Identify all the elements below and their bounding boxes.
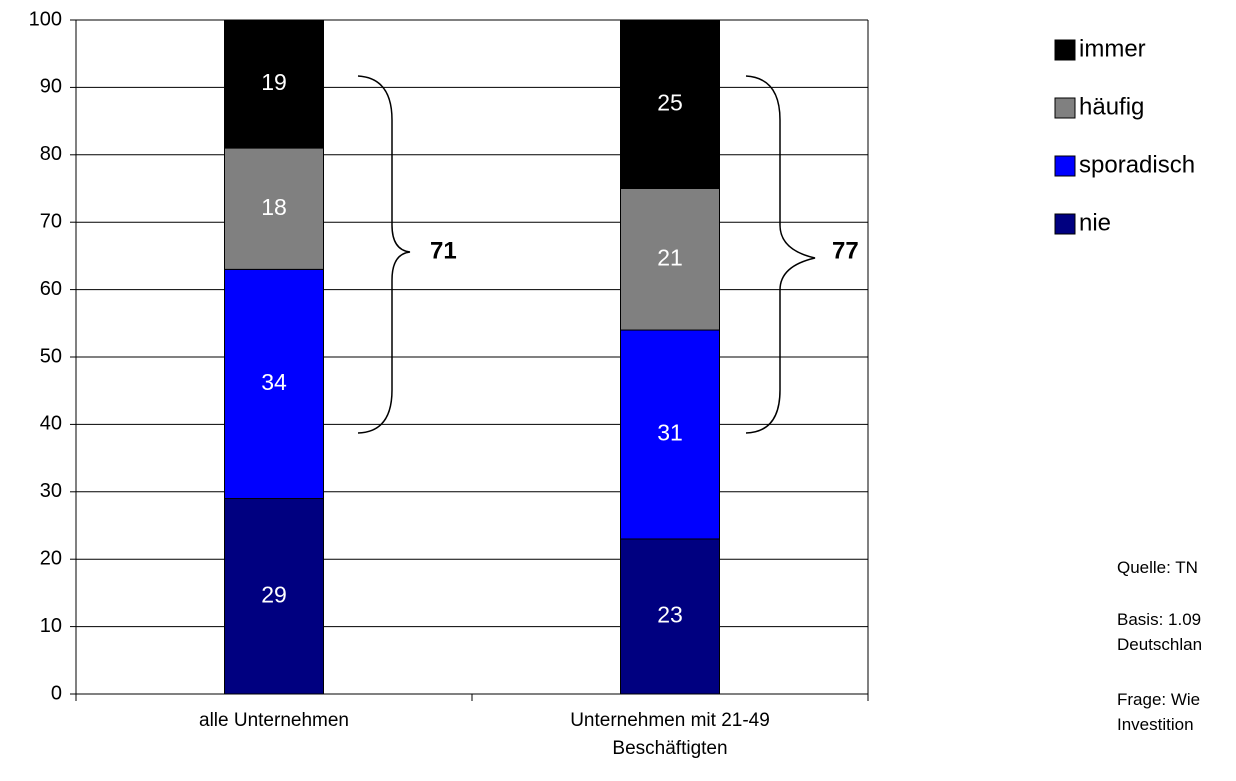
brace-label: 71 bbox=[430, 237, 457, 264]
bar-segment bbox=[620, 188, 720, 331]
legend-label: immer bbox=[1079, 35, 1146, 62]
bar-segment bbox=[620, 538, 720, 695]
note: Basis: 1.09 bbox=[1117, 610, 1202, 629]
value-label: 25 bbox=[657, 89, 683, 115]
bar-segment bbox=[620, 19, 720, 189]
bar-segment bbox=[620, 329, 720, 540]
x-tick-label: alle Unternehmen bbox=[199, 710, 349, 731]
y-tick-label: 100 bbox=[29, 8, 62, 30]
value-label: 19 bbox=[261, 69, 287, 95]
note: Deutschlan bbox=[1117, 635, 1203, 654]
value-label: 21 bbox=[657, 244, 683, 270]
legend-label: nie bbox=[1079, 209, 1111, 236]
legend-swatch bbox=[1054, 213, 1076, 235]
y-tick-label: 0 bbox=[51, 682, 62, 704]
y-tick-label: 80 bbox=[40, 143, 62, 165]
legend-swatch bbox=[1054, 39, 1076, 61]
note: Quelle: TN bbox=[1117, 558, 1198, 577]
y-tick-label: 50 bbox=[40, 345, 62, 367]
legend-label: sporadisch bbox=[1079, 151, 1195, 178]
y-tick-label: 90 bbox=[40, 76, 62, 98]
brace-label: 77 bbox=[832, 237, 859, 264]
value-label: 34 bbox=[261, 369, 287, 395]
value-label: 29 bbox=[261, 581, 287, 607]
bar-segment bbox=[224, 268, 324, 500]
bar-segment bbox=[224, 19, 324, 149]
value-label: 18 bbox=[261, 194, 287, 220]
y-tick-label: 60 bbox=[40, 278, 62, 300]
brace bbox=[357, 75, 411, 434]
value-label: 31 bbox=[657, 420, 683, 446]
note: Investition bbox=[1117, 715, 1194, 734]
brace bbox=[745, 75, 816, 434]
legend-swatch bbox=[1054, 155, 1076, 177]
legend-swatch bbox=[1054, 97, 1076, 119]
note: Frage: Wie bbox=[1117, 690, 1201, 709]
y-tick-label: 40 bbox=[40, 413, 62, 435]
y-tick-label: 20 bbox=[40, 547, 62, 569]
bar-segment bbox=[224, 498, 324, 695]
value-label: 23 bbox=[657, 602, 683, 628]
legend-label: häufig bbox=[1079, 93, 1144, 120]
y-tick-label: 70 bbox=[40, 210, 62, 232]
x-tick-label: Unternehmen mit 21-49 Beschäftigten bbox=[570, 710, 770, 759]
y-tick-label: 10 bbox=[40, 615, 62, 637]
y-tick-label: 30 bbox=[40, 480, 62, 502]
bar-segment bbox=[224, 147, 324, 270]
